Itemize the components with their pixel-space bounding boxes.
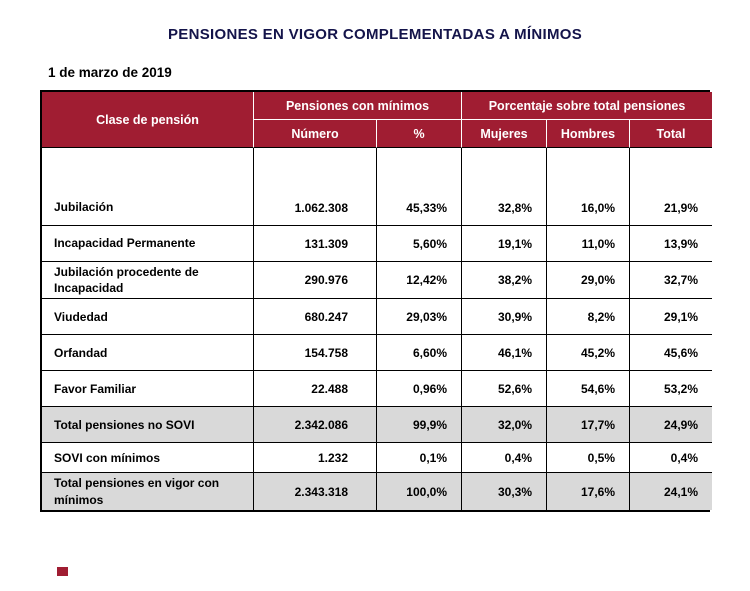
header-clase-de-pension: Clase de pensión [42, 92, 254, 148]
cell-mujeres: 30,3% [462, 473, 547, 510]
cell-label: Total pensiones en vigor con mínimos [42, 473, 254, 510]
cell-hombres: 29,0% [547, 262, 630, 300]
cell-mujeres: 32,0% [462, 407, 547, 444]
cell-numero: 2.342.086 [254, 407, 377, 444]
cell-mujeres: 38,2% [462, 262, 547, 300]
cell-label: Viudedad [42, 299, 254, 336]
cell-total: 45,6% [630, 335, 713, 372]
table-row-favor-familiar: Favor Familiar 22.488 0,96% 52,6% 54,6% … [42, 371, 713, 408]
cell-porcentaje: 0,96% [377, 371, 462, 408]
cell-label: Jubilación procedente de Incapacidad [42, 262, 254, 300]
cell-mujeres: 0,4% [462, 443, 547, 474]
cell-porcentaje: 45,33% [377, 190, 462, 226]
cell-label: Jubilación [42, 190, 254, 226]
table-row-jubilacion-procedente-incapacidad: Jubilación procedente de Incapacidad 290… [42, 262, 713, 300]
cell-total: 24,9% [630, 407, 713, 444]
cell-hombres: 8,2% [547, 299, 630, 336]
table-row-viudedad: Viudedad 680.247 29,03% 30,9% 8,2% 29,1% [42, 299, 713, 336]
cell-porcentaje: 99,9% [377, 407, 462, 444]
cell-total: 29,1% [630, 299, 713, 336]
spacer-cell [462, 148, 547, 190]
cell-porcentaje: 29,03% [377, 299, 462, 336]
spacer-row [42, 148, 713, 190]
pensions-table-border: Clase de pensión Pensiones con mínimos P… [40, 90, 713, 512]
header-group-row: Clase de pensión Pensiones con mínimos P… [42, 92, 713, 148]
header-group-porcentaje-total: Porcentaje sobre total pensiones [462, 92, 713, 120]
table-row-orfandad: Orfandad 154.758 6,60% 46,1% 45,2% 45,6% [42, 335, 713, 372]
spacer-cell [42, 148, 254, 190]
cell-mujeres: 52,6% [462, 371, 547, 408]
pensions-table: Clase de pensión Pensiones con mínimos P… [42, 92, 713, 510]
spacer-cell [254, 148, 377, 190]
cell-total: 24,1% [630, 473, 713, 510]
cell-hombres: 0,5% [547, 443, 630, 474]
cell-numero: 154.758 [254, 335, 377, 372]
cell-mujeres: 19,1% [462, 226, 547, 262]
cell-total: 32,7% [630, 262, 713, 300]
cell-label: Incapacidad Permanente [42, 226, 254, 262]
date-label: 1 de marzo de 2019 [48, 65, 172, 80]
red-square-marker [57, 567, 68, 576]
page-title: PENSIONES EN VIGOR COMPLEMENTADAS A MÍNI… [167, 26, 583, 43]
cell-mujeres: 32,8% [462, 190, 547, 226]
header-group-pensiones-con-minimos: Pensiones con mínimos [254, 92, 462, 120]
cell-numero: 22.488 [254, 371, 377, 408]
cell-porcentaje: 0,1% [377, 443, 462, 474]
cell-numero: 680.247 [254, 299, 377, 336]
cell-numero: 1.062.308 [254, 190, 377, 226]
table-row-total-en-vigor: Total pensiones en vigor con mínimos 2.3… [42, 473, 713, 510]
table-row-incapacidad-permanente: Incapacidad Permanente 131.309 5,60% 19,… [42, 226, 713, 262]
cell-hombres: 17,7% [547, 407, 630, 444]
cell-total: 13,9% [630, 226, 713, 262]
cell-numero: 1.232 [254, 443, 377, 474]
cell-numero: 131.309 [254, 226, 377, 262]
header-hombres: Hombres [547, 120, 630, 148]
cell-hombres: 17,6% [547, 473, 630, 510]
header-mujeres: Mujeres [462, 120, 547, 148]
header-total: Total [630, 120, 713, 148]
spacer-cell [630, 148, 713, 190]
header-porcentaje: % [377, 120, 462, 148]
cell-hombres: 45,2% [547, 335, 630, 372]
cell-numero: 2.343.318 [254, 473, 377, 510]
page: PENSIONES EN VIGOR COMPLEMENTADAS A MÍNI… [0, 26, 750, 576]
cell-porcentaje: 6,60% [377, 335, 462, 372]
cell-hombres: 54,6% [547, 371, 630, 408]
spacer-cell [547, 148, 630, 190]
cell-porcentaje: 12,42% [377, 262, 462, 300]
header-numero: Número [254, 120, 377, 148]
cell-mujeres: 46,1% [462, 335, 547, 372]
cell-total: 21,9% [630, 190, 713, 226]
header-sub-row: Número % Mujeres Hombres Total [42, 120, 713, 148]
table-row-total-no-sovi: Total pensiones no SOVI 2.342.086 99,9% … [42, 407, 713, 444]
cell-label: Favor Familiar [42, 371, 254, 408]
cell-label: Total pensiones no SOVI [42, 407, 254, 444]
cell-total: 53,2% [630, 371, 713, 408]
table-row-jubilacion: Jubilación 1.062.308 45,33% 32,8% 16,0% … [42, 190, 713, 226]
cell-porcentaje: 100,0% [377, 473, 462, 510]
spacer-cell [377, 148, 462, 190]
cell-total: 0,4% [630, 443, 713, 474]
cell-hombres: 16,0% [547, 190, 630, 226]
cell-label: Orfandad [42, 335, 254, 372]
table-row-sovi-con-minimos: SOVI con mínimos 1.232 0,1% 0,4% 0,5% 0,… [42, 443, 713, 474]
cell-hombres: 11,0% [547, 226, 630, 262]
cell-numero: 290.976 [254, 262, 377, 300]
cell-porcentaje: 5,60% [377, 226, 462, 262]
cell-label: SOVI con mínimos [42, 443, 254, 474]
cell-mujeres: 30,9% [462, 299, 547, 336]
